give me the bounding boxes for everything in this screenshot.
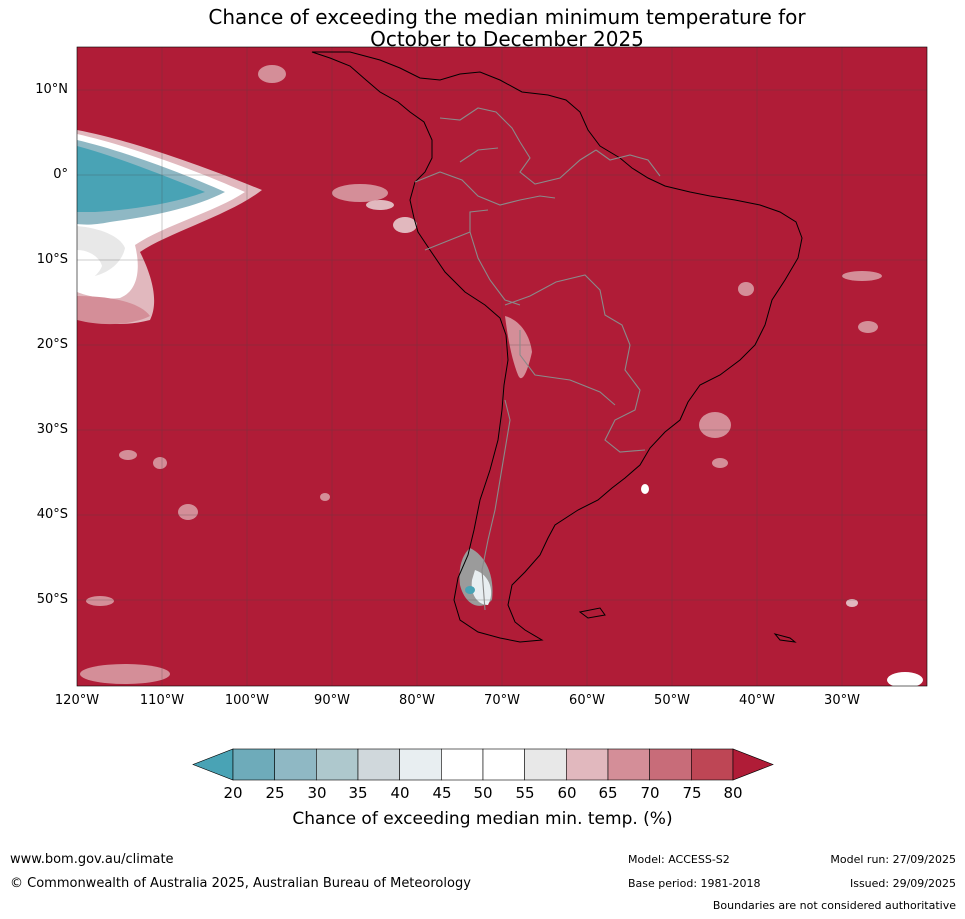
country-borders bbox=[414, 107, 661, 611]
colorbar-tick-45: 45 bbox=[432, 784, 452, 802]
colorbar-tick-60: 60 bbox=[557, 784, 577, 802]
colorbar-cell bbox=[274, 748, 317, 781]
colorbar-tick-30: 30 bbox=[307, 784, 327, 802]
lon-label-80w: 80°W bbox=[399, 693, 435, 708]
colorbar-tick-55: 55 bbox=[515, 784, 535, 802]
colorbar-tick-80: 80 bbox=[723, 784, 743, 802]
colorbar-cell bbox=[566, 748, 609, 781]
colorbar-tick-40: 40 bbox=[390, 784, 410, 802]
lat-label-10n: 10°N bbox=[35, 82, 68, 97]
footer-model: Model: ACCESS-S2 bbox=[628, 853, 730, 866]
colorbar-tick-35: 35 bbox=[348, 784, 368, 802]
lon-label-90w: 90°W bbox=[314, 693, 350, 708]
map-title-line2: October to December 2025 bbox=[370, 27, 644, 51]
colorbar-tick-65: 65 bbox=[598, 784, 618, 802]
footer-base-period: Base period: 1981-2018 bbox=[628, 877, 761, 890]
colorbar-cell bbox=[316, 748, 359, 781]
lon-label-30w: 30°W bbox=[824, 693, 860, 708]
colorbar-upper-extend bbox=[732, 748, 774, 781]
footer-website: www.bom.gov.au/climate bbox=[10, 852, 174, 867]
colorbar-cell bbox=[649, 748, 692, 781]
south-america-coastline bbox=[311, 51, 803, 643]
probability-map bbox=[76, 46, 928, 687]
map-gridlines bbox=[77, 47, 927, 686]
map-title-line1: Chance of exceeding the median minimum t… bbox=[208, 5, 806, 29]
colorbar-tick-70: 70 bbox=[640, 784, 660, 802]
lon-label-40w: 40°W bbox=[739, 693, 775, 708]
colorbar-tick-50: 50 bbox=[473, 784, 493, 802]
south-georgia bbox=[773, 633, 797, 643]
lat-label-20s: 20°S bbox=[36, 337, 68, 352]
falkland-islands bbox=[578, 607, 606, 619]
colorbar-tick-75: 75 bbox=[682, 784, 702, 802]
footer-issued: Issued: 29/09/2025 bbox=[849, 877, 956, 890]
colorbar-cell bbox=[691, 748, 734, 781]
lat-label-50s: 50°S bbox=[36, 592, 68, 607]
lon-label-70w: 70°W bbox=[484, 693, 520, 708]
lat-label-40s: 40°S bbox=[36, 507, 68, 522]
colorbar-cell bbox=[524, 748, 567, 781]
lat-label-10s: 10°S bbox=[36, 252, 68, 267]
lon-label-120w: 120°W bbox=[54, 693, 100, 708]
lat-label-30s: 30°S bbox=[36, 422, 68, 437]
lon-label-60w: 60°W bbox=[569, 693, 605, 708]
footer-copyright: © Commonwealth of Australia 2025, Austra… bbox=[10, 876, 471, 891]
lat-label-0: 0° bbox=[53, 167, 68, 182]
colorbar-cell bbox=[607, 748, 650, 781]
footer-model-run: Model run: 27/09/2025 bbox=[830, 853, 956, 866]
colorbar-tick-25: 25 bbox=[265, 784, 285, 802]
colorbar-cell bbox=[482, 748, 525, 781]
lon-label-50w: 50°W bbox=[654, 693, 690, 708]
colorbar-label: Chance of exceeding median min. temp. (%… bbox=[292, 809, 673, 829]
colorbar-tick-20: 20 bbox=[223, 784, 243, 802]
footer-disclaimer: Boundaries are not considered authoritat… bbox=[712, 899, 956, 912]
colorbar-cell bbox=[441, 748, 484, 781]
colorbar-lower-extend bbox=[192, 748, 234, 781]
lon-label-100w: 100°W bbox=[224, 693, 270, 708]
colorbar-cell bbox=[399, 748, 442, 781]
colorbar-cell bbox=[232, 748, 275, 781]
lon-label-110w: 110°W bbox=[139, 693, 185, 708]
colorbar-cell bbox=[357, 748, 400, 781]
